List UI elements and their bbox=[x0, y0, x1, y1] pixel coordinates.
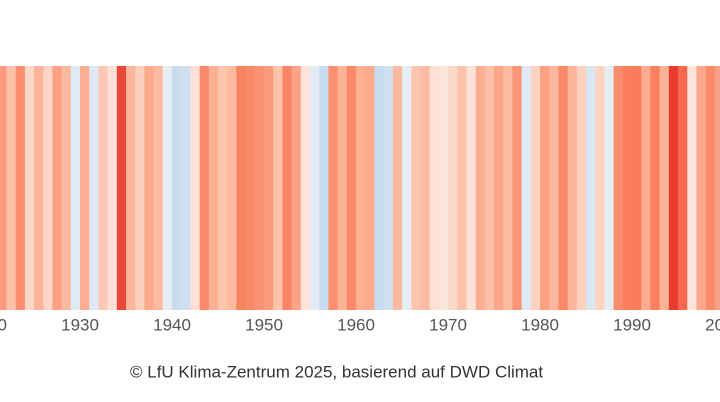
stripe bbox=[356, 66, 366, 310]
stripe bbox=[34, 66, 44, 310]
stripe bbox=[576, 66, 587, 310]
stripe bbox=[484, 66, 495, 310]
stripe bbox=[70, 66, 81, 310]
stripe bbox=[530, 66, 541, 310]
stripe bbox=[264, 66, 274, 310]
stripe bbox=[512, 66, 522, 310]
stripe bbox=[521, 66, 532, 310]
stripe bbox=[0, 66, 7, 310]
stripe bbox=[383, 66, 394, 310]
stripe bbox=[43, 66, 53, 310]
stripe bbox=[402, 66, 412, 310]
x-tick-label: 1950 bbox=[245, 315, 283, 334]
stripe bbox=[107, 66, 118, 310]
stripe bbox=[668, 66, 679, 310]
x-tick-label: 1930 bbox=[61, 315, 99, 334]
stripe bbox=[300, 66, 311, 310]
x-tick-label: 1970 bbox=[429, 315, 467, 334]
source-note: © LfU Klima-Zentrum 2025, basierend auf … bbox=[130, 362, 543, 381]
stripe bbox=[438, 66, 449, 310]
stripe bbox=[392, 66, 403, 310]
stripe bbox=[245, 66, 256, 310]
stripe bbox=[61, 66, 72, 310]
stripe bbox=[328, 66, 338, 310]
x-tick-label: 2000 bbox=[705, 315, 720, 334]
stripe bbox=[678, 66, 688, 310]
stripe bbox=[310, 66, 320, 310]
stripe bbox=[172, 66, 182, 310]
stripe bbox=[89, 66, 99, 310]
stripe bbox=[429, 66, 440, 310]
stripe bbox=[613, 66, 624, 310]
stripe bbox=[80, 66, 90, 310]
stripe bbox=[549, 66, 559, 310]
stripe bbox=[52, 66, 62, 310]
stripe bbox=[632, 66, 642, 310]
x-tick-label: 1940 bbox=[153, 315, 191, 334]
stripe bbox=[475, 66, 486, 310]
stripe bbox=[604, 66, 614, 310]
stripe bbox=[236, 66, 246, 310]
stripe bbox=[218, 66, 228, 310]
stripe bbox=[144, 66, 154, 310]
stripe bbox=[254, 66, 265, 310]
stripe bbox=[15, 66, 26, 310]
stripe bbox=[540, 66, 550, 310]
stripe bbox=[162, 66, 173, 310]
stripe bbox=[273, 66, 283, 310]
stripe bbox=[503, 66, 513, 310]
x-tick-label: 1920 bbox=[0, 315, 7, 334]
stripe bbox=[227, 66, 237, 310]
stripe bbox=[291, 66, 302, 310]
stripe bbox=[466, 66, 476, 310]
stripe bbox=[282, 66, 292, 310]
stripe bbox=[116, 66, 127, 310]
stripe bbox=[98, 66, 108, 310]
stripe bbox=[659, 66, 670, 310]
stripe bbox=[24, 66, 35, 310]
x-tick-label: 1990 bbox=[613, 315, 651, 334]
x-tick-label: 1960 bbox=[337, 315, 375, 334]
stripe bbox=[190, 66, 200, 310]
stripe bbox=[365, 66, 375, 310]
stripe bbox=[687, 66, 697, 310]
stripe bbox=[181, 66, 191, 310]
x-tick-label: 1980 bbox=[521, 315, 559, 334]
stripe bbox=[126, 66, 136, 310]
stripe bbox=[337, 66, 348, 310]
stripe bbox=[558, 66, 568, 310]
stripe bbox=[448, 66, 458, 310]
stripe bbox=[346, 66, 357, 310]
stripe bbox=[705, 66, 716, 310]
stripe bbox=[595, 66, 605, 310]
stripe bbox=[411, 66, 421, 310]
stripe bbox=[420, 66, 430, 310]
stripe bbox=[208, 66, 219, 310]
stripe bbox=[622, 66, 633, 310]
stripe bbox=[6, 66, 16, 310]
stripe bbox=[650, 66, 660, 310]
stripe bbox=[374, 66, 384, 310]
stripe bbox=[696, 66, 706, 310]
stripe bbox=[319, 66, 329, 310]
stripe bbox=[567, 66, 578, 310]
stripe bbox=[641, 66, 651, 310]
stripe bbox=[153, 66, 164, 310]
stripe bbox=[135, 66, 145, 310]
stripe bbox=[494, 66, 504, 310]
stripe bbox=[714, 66, 720, 310]
stripe bbox=[199, 66, 210, 310]
stripe bbox=[457, 66, 467, 310]
stripe bbox=[586, 66, 596, 310]
